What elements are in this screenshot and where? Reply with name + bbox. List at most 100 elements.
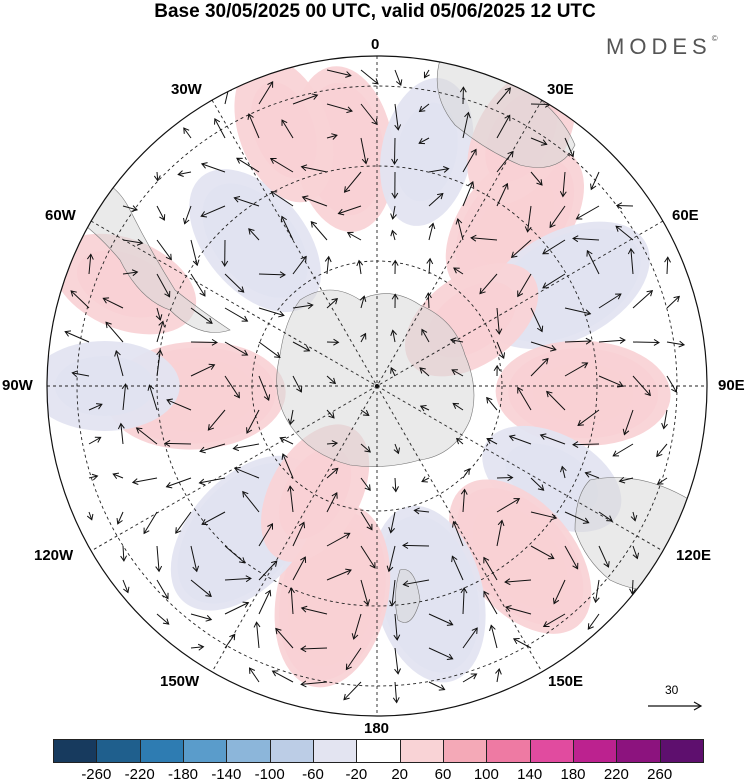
wind-arrow — [248, 228, 260, 241]
wind-arrow — [156, 349, 164, 377]
wind-arrow — [200, 162, 226, 173]
wind-arrow — [656, 477, 668, 485]
wind-arrow — [224, 375, 240, 399]
wind-arrow — [177, 170, 192, 177]
wind-arrow — [135, 427, 158, 445]
wind-arrow — [214, 117, 226, 139]
wind-arrow — [542, 273, 566, 289]
wind-arrow — [495, 307, 503, 335]
wind-arrow — [483, 590, 498, 615]
modes-logo: MODES© — [606, 34, 718, 59]
wind-arrow — [419, 405, 430, 412]
wind-arrow — [615, 202, 634, 210]
wind-arrow — [281, 119, 294, 139]
wind-arrow — [418, 137, 430, 145]
wind-arrow — [242, 490, 260, 513]
lon-label-60e: 60E — [672, 207, 699, 224]
wind-arrow — [326, 297, 339, 309]
wind-arrow — [627, 247, 635, 275]
wind-arrow — [419, 367, 430, 377]
wind-arrow — [360, 409, 370, 416]
lon-label-60w: 60W — [45, 207, 76, 224]
colorbar-cell — [53, 739, 98, 763]
wind-arrow — [413, 507, 430, 515]
wind-arrow — [224, 341, 249, 356]
wind-arrow — [459, 86, 467, 105]
wind-arrow — [224, 633, 236, 649]
wind-arrow — [661, 409, 668, 430]
wind-arrow — [577, 409, 600, 427]
wind-arrow — [292, 93, 319, 105]
wind-arrow — [530, 545, 555, 560]
wind-arrow — [292, 341, 311, 352]
colorbar-cell — [616, 739, 661, 763]
wind-arrow — [190, 239, 200, 267]
lon-label-120w: 120W — [34, 547, 74, 564]
wind-arrow — [394, 103, 402, 131]
wind-arrow — [479, 273, 498, 295]
wind-arrow — [428, 166, 450, 173]
wind-arrow — [630, 511, 638, 522]
wind-arrow — [190, 643, 205, 651]
wind-arrow — [232, 443, 260, 452]
wind-arrow — [280, 215, 294, 241]
map-title: Base 30/05/2025 00 UTC, valid 05/06/2025… — [154, 1, 596, 22]
wind-arrow — [156, 239, 172, 261]
colorbar-tick-label: 20 — [391, 766, 408, 783]
wind-vectors — [64, 69, 686, 704]
wind-arrow — [496, 519, 505, 547]
wind-arrow — [455, 437, 464, 445]
reference-vector-arrow — [648, 701, 703, 711]
wind-arrow — [451, 369, 464, 377]
wind-arrow — [279, 436, 294, 445]
wind-arrow — [390, 366, 397, 377]
wind-arrow — [360, 477, 371, 492]
colorbar-cell — [313, 739, 358, 763]
wind-arrow — [86, 511, 94, 521]
wind-arrow — [326, 491, 338, 513]
wind-arrow — [542, 239, 566, 255]
wind-arrow — [539, 433, 566, 445]
wind-arrow — [462, 468, 470, 479]
lon-label-90w: 90W — [2, 377, 33, 394]
wind-arrow — [394, 69, 403, 87]
wind-arrow — [449, 337, 464, 345]
lon-label-30e: 30E — [547, 81, 574, 98]
wind-arrow — [391, 293, 399, 309]
wind-arrow — [360, 137, 369, 165]
wind-arrow — [360, 332, 367, 343]
wind-arrow — [258, 375, 271, 402]
wind-arrow — [200, 205, 226, 218]
colorbar-cell — [486, 739, 531, 763]
wind-arrow — [455, 218, 464, 241]
colorbar-cell — [269, 739, 314, 763]
colorbar-tick-label: 60 — [434, 766, 452, 783]
wind-arrow — [423, 69, 430, 79]
colorbar — [53, 739, 704, 763]
wind-arrow — [155, 307, 163, 321]
wind-arrow — [121, 383, 129, 411]
wind-arrow — [359, 295, 367, 309]
wind-arrow — [326, 467, 339, 479]
colorbar-cell — [529, 739, 574, 763]
wind-arrow — [426, 257, 434, 275]
wind-arrow — [287, 485, 295, 513]
anomaly-field — [47, 58, 671, 688]
wind-arrow — [496, 474, 514, 482]
wind-arrow — [489, 624, 498, 649]
wind-arrow — [524, 205, 532, 233]
lon-label-30w: 30W — [171, 81, 202, 98]
wind-arrow — [86, 253, 94, 275]
wind-arrow — [64, 330, 90, 343]
reference-vector-label: 30 — [665, 683, 679, 697]
map-border — [46, 55, 708, 717]
wind-arrow — [102, 297, 124, 309]
wind-arrow — [190, 307, 213, 324]
wind-arrow — [632, 289, 654, 309]
wind-arrow — [292, 556, 307, 581]
wind-arrow — [281, 453, 294, 479]
wind-arrow — [559, 171, 567, 198]
wind-arrow — [530, 171, 543, 186]
wind-arrow — [147, 384, 158, 411]
colorbar-tick-label: -180 — [167, 766, 199, 783]
